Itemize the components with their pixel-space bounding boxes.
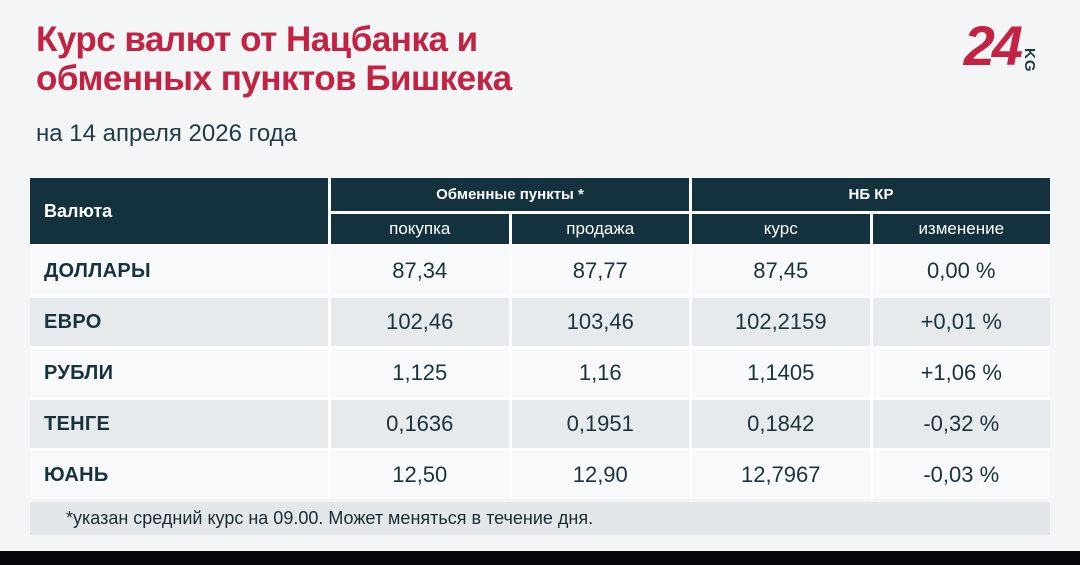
column-header-change: изменение [872,214,1050,244]
column-header-buy: покупка [331,214,509,244]
row-euro-currency: ЕВРО [30,298,328,346]
row-dollars-rate: 87,45 [692,247,870,295]
column-header-currency: Валюта [30,178,328,244]
row-dollars-currency: ДОЛЛАРЫ [30,247,328,295]
row-tenge-sell: 0,1951 [511,400,689,448]
row-euro-buy: 102,46 [331,298,509,346]
page-title: Курс валют от Нацбанка и обменных пункто… [36,20,1040,98]
subtitle-date: на 14 апреля 2026 года [36,120,297,147]
row-yuan-sell: 12,90 [511,451,689,499]
column-group-national-bank: НБ КР [692,178,1050,211]
row-dollars-change: 0,00 % [872,247,1050,295]
row-yuan-buy: 12,50 [331,451,509,499]
row-euro-change: +0,01 % [872,298,1050,346]
bottom-bar [0,551,1080,565]
logo-24kg-icon: 24 KG [964,18,1038,74]
row-tenge-currency: ТЕНГЕ [30,400,328,448]
currency-rates-table: Валюта Обменные пункты * НБ КР покупка п… [30,178,1050,499]
row-dollars-sell: 87,77 [511,247,689,295]
row-rubles-sell: 1,16 [511,349,689,397]
page-title-line-1: Курс валют от Нацбанка и [36,20,478,59]
row-yuan-currency: ЮАНЬ [30,451,328,499]
column-header-sell: продажа [511,214,689,244]
row-yuan-change: -0,03 % [872,451,1050,499]
logo-number: 24 [963,14,1023,77]
header: Курс валют от Нацбанка и обменных пункто… [0,0,1080,99]
row-tenge-rate: 0,1842 [692,400,870,448]
row-rubles-change: +1,06 % [872,349,1050,397]
column-group-exchange-offices: Обменные пункты * [331,178,689,211]
row-rubles-rate: 1,1405 [692,349,870,397]
footnote: *указан средний курс на 09.00. Может мен… [30,502,1050,535]
row-tenge-change: -0,32 % [872,400,1050,448]
row-yuan-rate: 12,7967 [692,451,870,499]
logo-country-code: KG [1021,47,1038,73]
row-tenge-buy: 0,1636 [331,400,509,448]
row-rubles-currency: РУБЛИ [30,349,328,397]
page-title-line-2: обменных пунктов Бишкека [36,59,512,98]
row-dollars-buy: 87,34 [331,247,509,295]
row-euro-rate: 102,2159 [692,298,870,346]
row-euro-sell: 103,46 [511,298,689,346]
column-header-rate: курс [692,214,870,244]
row-rubles-buy: 1,125 [331,349,509,397]
